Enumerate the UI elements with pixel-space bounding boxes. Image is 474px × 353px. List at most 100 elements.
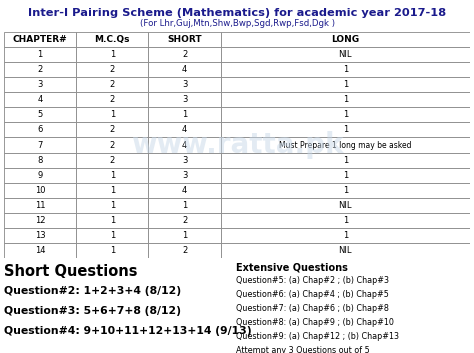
- Text: Question#7: (a) Chap#6 ; (b) Chap#8: Question#7: (a) Chap#6 ; (b) Chap#8: [236, 304, 389, 313]
- Text: 2: 2: [109, 140, 115, 150]
- Text: 1: 1: [182, 231, 187, 240]
- Bar: [148, 228, 221, 243]
- Text: 1: 1: [343, 156, 348, 164]
- Bar: [148, 198, 221, 213]
- Text: NIL: NIL: [338, 50, 352, 59]
- Text: Extensive Questions: Extensive Questions: [236, 262, 348, 272]
- Bar: [76, 152, 148, 168]
- Bar: [4, 198, 76, 213]
- Text: 2: 2: [109, 80, 115, 89]
- Bar: [148, 62, 221, 77]
- Bar: [221, 47, 470, 62]
- Text: 1: 1: [343, 170, 348, 180]
- Bar: [4, 92, 76, 107]
- Bar: [148, 92, 221, 107]
- Text: 3: 3: [37, 80, 43, 89]
- Text: M.C.Qs: M.C.Qs: [95, 35, 130, 44]
- Bar: [221, 213, 470, 228]
- Text: 4: 4: [37, 95, 43, 104]
- Text: 8: 8: [37, 156, 43, 164]
- Bar: [76, 213, 148, 228]
- Bar: [76, 92, 148, 107]
- Text: LONG: LONG: [331, 35, 359, 44]
- Bar: [221, 228, 470, 243]
- Text: Attempt any 3 Questions out of 5: Attempt any 3 Questions out of 5: [236, 346, 370, 353]
- Bar: [76, 137, 148, 152]
- Bar: [76, 107, 148, 122]
- Text: Inter-I Pairing Scheme (Mathematics) for academic year 2017-18: Inter-I Pairing Scheme (Mathematics) for…: [28, 8, 446, 18]
- Text: 4: 4: [182, 65, 187, 74]
- Text: 1: 1: [343, 125, 348, 134]
- Bar: [76, 168, 148, 183]
- Bar: [221, 137, 470, 152]
- Bar: [76, 122, 148, 137]
- Bar: [221, 183, 470, 198]
- Bar: [148, 213, 221, 228]
- Text: 5: 5: [37, 110, 43, 119]
- Text: 1: 1: [109, 170, 115, 180]
- Text: 2: 2: [182, 216, 187, 225]
- Text: 3: 3: [182, 80, 187, 89]
- Text: 1: 1: [109, 201, 115, 210]
- Text: www.ratta.pk: www.ratta.pk: [131, 131, 343, 159]
- Bar: [4, 243, 76, 258]
- Text: 1: 1: [109, 216, 115, 225]
- Bar: [76, 47, 148, 62]
- Text: 3: 3: [182, 156, 187, 164]
- Bar: [148, 137, 221, 152]
- Text: 2: 2: [182, 50, 187, 59]
- Text: 1: 1: [182, 110, 187, 119]
- Bar: [148, 107, 221, 122]
- Bar: [148, 122, 221, 137]
- Text: 1: 1: [343, 65, 348, 74]
- Text: Short Questions: Short Questions: [4, 264, 137, 279]
- Bar: [76, 198, 148, 213]
- Text: 3: 3: [182, 170, 187, 180]
- Text: 2: 2: [109, 156, 115, 164]
- Bar: [4, 32, 76, 47]
- Bar: [76, 183, 148, 198]
- Bar: [76, 228, 148, 243]
- Bar: [4, 213, 76, 228]
- Bar: [76, 77, 148, 92]
- Bar: [148, 183, 221, 198]
- Text: 1: 1: [37, 50, 43, 59]
- Bar: [4, 77, 76, 92]
- Text: Question#5: (a) Chap#2 ; (b) Chap#3: Question#5: (a) Chap#2 ; (b) Chap#3: [236, 276, 389, 285]
- Bar: [4, 122, 76, 137]
- Text: 1: 1: [343, 110, 348, 119]
- Text: 7: 7: [37, 140, 43, 150]
- Text: Question#3: 5+6+7+8 (8/12): Question#3: 5+6+7+8 (8/12): [4, 306, 181, 316]
- Bar: [4, 137, 76, 152]
- Text: 2: 2: [37, 65, 43, 74]
- Bar: [4, 228, 76, 243]
- Text: 1: 1: [343, 95, 348, 104]
- Bar: [4, 47, 76, 62]
- Text: 11: 11: [35, 201, 46, 210]
- Bar: [4, 183, 76, 198]
- Text: 4: 4: [182, 125, 187, 134]
- Bar: [76, 32, 148, 47]
- Text: 1: 1: [182, 201, 187, 210]
- Bar: [221, 92, 470, 107]
- Text: 10: 10: [35, 186, 46, 195]
- Text: 13: 13: [35, 231, 46, 240]
- Text: 1: 1: [109, 246, 115, 255]
- Bar: [76, 243, 148, 258]
- Text: 4: 4: [182, 140, 187, 150]
- Text: Must Prepare 1 long may be asked: Must Prepare 1 long may be asked: [279, 140, 411, 150]
- Bar: [148, 47, 221, 62]
- Bar: [221, 62, 470, 77]
- Bar: [148, 243, 221, 258]
- Bar: [221, 168, 470, 183]
- Bar: [221, 152, 470, 168]
- Text: 1: 1: [109, 186, 115, 195]
- Bar: [221, 243, 470, 258]
- Bar: [221, 198, 470, 213]
- Text: 1: 1: [109, 110, 115, 119]
- Text: 1: 1: [343, 231, 348, 240]
- Text: 2: 2: [109, 125, 115, 134]
- Bar: [148, 152, 221, 168]
- Text: Question#6: (a) Chap#4 ; (b) Chap#5: Question#6: (a) Chap#4 ; (b) Chap#5: [236, 290, 389, 299]
- Text: NIL: NIL: [338, 246, 352, 255]
